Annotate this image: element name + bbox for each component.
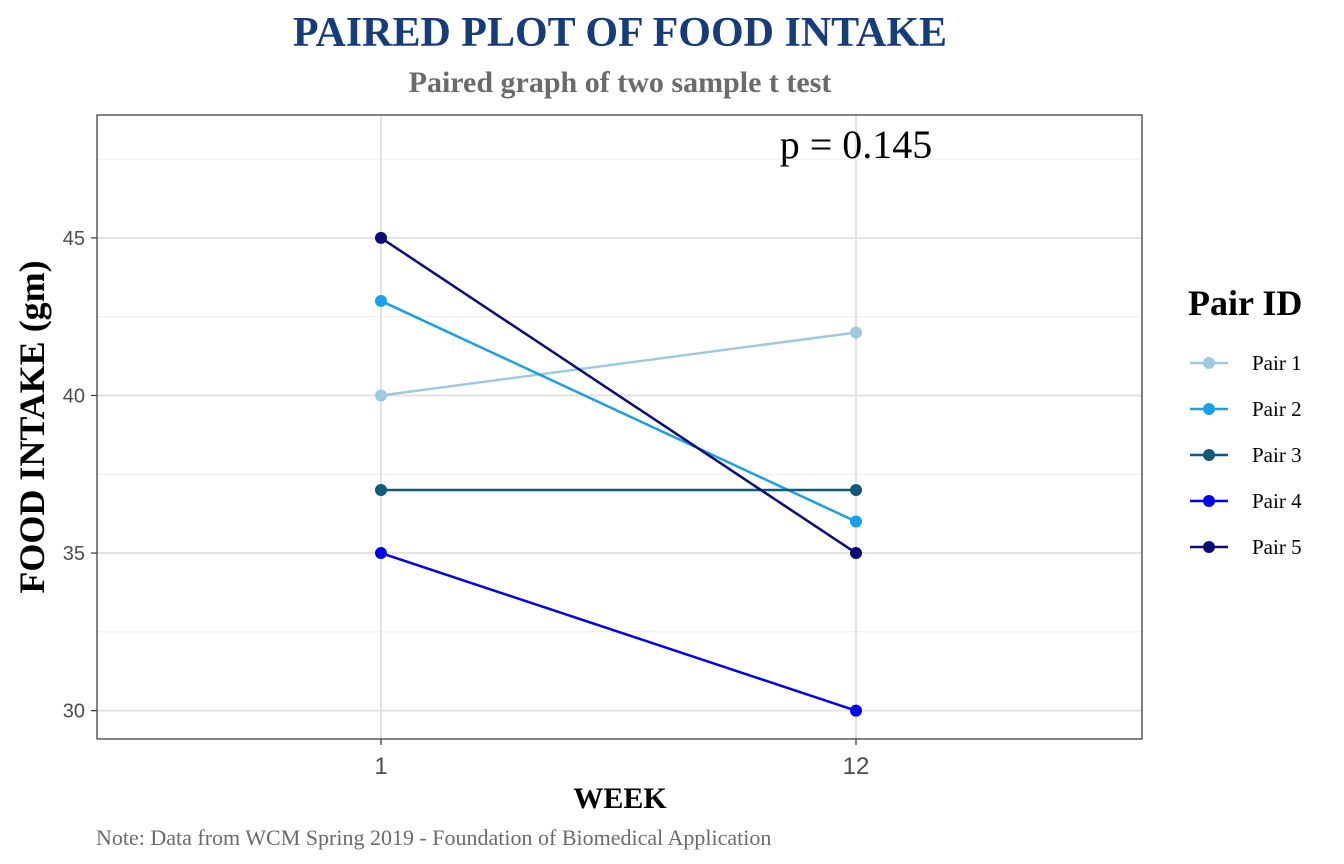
series-line-pair-2 bbox=[380, 299, 857, 523]
data-point-pair-5 bbox=[375, 231, 387, 244]
data-point-pair-3 bbox=[375, 484, 387, 497]
p-value-annotation: p = 0.145 bbox=[780, 122, 933, 167]
y-tick-label: 40 bbox=[63, 385, 85, 407]
x-tick-label: 1 bbox=[374, 753, 387, 780]
series-points bbox=[375, 231, 862, 717]
legend: Pair 1 Pair 2 Pair 3 Pair 4 Pair 5 bbox=[1190, 351, 1302, 559]
x-tick-label: 12 bbox=[843, 753, 870, 780]
data-point-pair-4 bbox=[375, 547, 387, 560]
y-axis-ticks: 30 35 40 45 bbox=[63, 228, 97, 723]
legend-label-pair-5: Pair 5 bbox=[1252, 535, 1302, 559]
x-axis-label: WEEK bbox=[573, 782, 667, 815]
data-point-pair-3 bbox=[850, 484, 862, 497]
legend-label-pair-4: Pair 4 bbox=[1252, 489, 1302, 513]
series-line-pair-4 bbox=[380, 551, 857, 712]
legend-label-pair-1: Pair 1 bbox=[1252, 351, 1302, 375]
data-point-pair-2 bbox=[375, 294, 387, 307]
chart-subtitle: Paired graph of two sample t test bbox=[409, 66, 832, 99]
series-line-pair-1 bbox=[380, 331, 857, 397]
data-point-pair-1 bbox=[375, 389, 387, 402]
y-axis-label: FOOD INTAKE (gm) bbox=[12, 260, 52, 593]
x-axis-ticks: 1 12 bbox=[374, 739, 869, 780]
legend-key-point-pair-5 bbox=[1203, 541, 1215, 553]
data-point-pair-5 bbox=[850, 547, 862, 560]
data-point-pair-1 bbox=[850, 326, 862, 339]
y-tick-label: 35 bbox=[63, 543, 85, 565]
series-line-pair-5 bbox=[380, 236, 857, 555]
legend-key-point-pair-1 bbox=[1203, 357, 1215, 369]
series-lines bbox=[380, 236, 857, 712]
legend-key-point-pair-2 bbox=[1203, 403, 1215, 415]
plot-panel-border bbox=[96, 114, 1143, 740]
legend-title: Pair ID bbox=[1188, 283, 1302, 323]
chart-caption: Note: Data from WCM Spring 2019 - Founda… bbox=[96, 825, 771, 850]
data-point-pair-2 bbox=[850, 515, 862, 528]
legend-label-pair-2: Pair 2 bbox=[1252, 397, 1302, 421]
legend-key-point-pair-3 bbox=[1203, 449, 1215, 461]
chart-title: PAIRED PLOT OF FOOD INTAKE bbox=[293, 10, 947, 56]
data-point-pair-4 bbox=[850, 704, 862, 717]
legend-label-pair-3: Pair 3 bbox=[1252, 443, 1302, 467]
grid-lines bbox=[97, 115, 1142, 739]
y-tick-label: 30 bbox=[63, 701, 85, 723]
y-tick-label: 45 bbox=[63, 228, 85, 250]
legend-key-point-pair-4 bbox=[1203, 495, 1215, 507]
